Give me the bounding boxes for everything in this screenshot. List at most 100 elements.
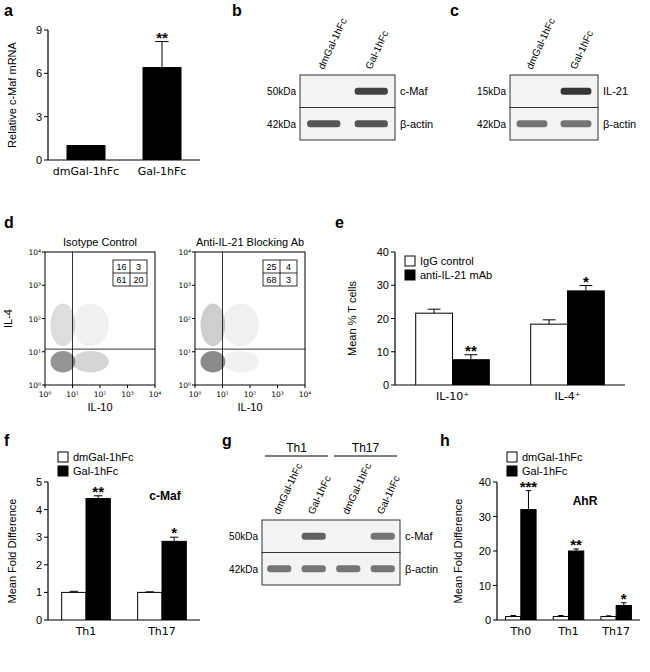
quadrant-value: 3 [286, 275, 291, 285]
bar [86, 499, 110, 620]
x-tick-label: 10⁰ [189, 390, 202, 399]
group-line [334, 456, 397, 457]
y-label: IL-4 [2, 309, 14, 328]
panel-label: f [4, 432, 10, 449]
bar [601, 617, 616, 620]
band [517, 120, 548, 127]
y-tick-label: 30 [479, 511, 491, 523]
y-tick-label: 10⁴ [178, 248, 191, 257]
y-tick-label: 10³ [28, 281, 41, 290]
y-tick [44, 116, 48, 117]
bar [67, 146, 105, 160]
panel-label: a [4, 2, 13, 19]
category-label: dmGal-1hFc [53, 165, 119, 178]
cell-cloud [51, 303, 76, 346]
x-label: IL-10 [87, 401, 112, 413]
y-tick-label: 0 [485, 614, 491, 626]
y-tick [493, 620, 497, 621]
legend-swatch [58, 452, 68, 462]
legend-label: dmGal-1hFc [522, 451, 583, 463]
x-tick [100, 385, 101, 388]
cell-cloud [73, 351, 109, 373]
band [307, 120, 340, 127]
panel-label: d [4, 214, 14, 231]
y-tick [391, 285, 395, 286]
protein-label: β-actin [400, 118, 433, 130]
cell-cloud [201, 351, 226, 373]
figure: a0369Relative c-Maf mRNAdmGal-1hFcGal-1h… [0, 0, 650, 672]
blot-panel: 50kDac-Maf42kDaβ-actindmGal-1hFcGal-1hFc… [229, 441, 438, 585]
blot-panel: 50kDac-Maf42kDaβ-actindmGal-1hFcGal-1hFc [267, 16, 433, 140]
category-label: Th1 [75, 625, 97, 638]
bar [506, 617, 521, 620]
legend: IgG controlanti-IL-21 mAb [405, 255, 492, 281]
bar [521, 510, 536, 620]
error-cap [606, 615, 611, 616]
y-label: Relative c-Maf mRNA [6, 41, 18, 147]
protein-label: β-actin [603, 118, 636, 130]
error-cap [70, 591, 79, 592]
y-tick-label: 10¹ [28, 348, 41, 357]
plot-area [45, 252, 155, 385]
significance: * [171, 524, 177, 541]
x-tick [250, 385, 251, 388]
size-label: 42kDa [229, 564, 258, 575]
y-tick [42, 351, 45, 352]
x-tick-label: 10¹ [66, 390, 79, 399]
quadrant-value: 4 [286, 262, 291, 272]
blot-row [300, 108, 395, 141]
band [336, 533, 360, 540]
quadrant-value: 61 [116, 275, 126, 285]
y-tick [493, 551, 497, 552]
blot-row [300, 75, 395, 108]
x-tick-label: 10² [94, 390, 107, 399]
lane-label: dmGal-1hFc [524, 16, 557, 71]
band [561, 120, 592, 127]
legend-swatch [507, 452, 517, 462]
bar [531, 324, 568, 385]
y-tick-label: 4 [36, 504, 42, 516]
size-label: 42kDa [267, 119, 296, 130]
y-axis [47, 482, 48, 620]
error-cap [558, 615, 563, 616]
error-bar [606, 615, 611, 617]
size-label: 15kDa [477, 86, 506, 97]
y-tick-label: 2 [36, 559, 42, 571]
panel-label: h [440, 432, 450, 449]
y-tick-label: 10² [178, 315, 191, 324]
error-cap [79, 145, 92, 146]
cell-cloud [223, 351, 259, 373]
y-tick [44, 592, 48, 593]
bar [143, 68, 181, 160]
y-tick-label: 3 [36, 111, 42, 123]
lane-label: dmGal-1hFc [340, 461, 373, 516]
protein-label: c-Maf [405, 530, 433, 542]
y-tick [42, 285, 45, 286]
band [267, 565, 291, 572]
error-cap [511, 615, 516, 616]
bar [162, 541, 186, 620]
panel-label: c [450, 2, 459, 19]
x-tick [222, 385, 223, 388]
bar-panel: 012345Mean Fold DifferenceTh1Th17***c-Ma… [6, 451, 200, 638]
group-label: Th1 [286, 441, 307, 455]
panel-label: b [232, 2, 242, 19]
category-label: IL-4⁺ [555, 390, 581, 403]
y-gate [45, 349, 155, 350]
legend-swatch [405, 270, 415, 280]
legend-label: dmGal-1hFc [73, 451, 134, 463]
protein-label: c-Maf [400, 85, 428, 97]
quadrant-value: 16 [116, 262, 126, 272]
y-tick [44, 482, 48, 483]
bar [569, 551, 584, 620]
band [371, 565, 395, 572]
category-label: Th1 [557, 625, 579, 638]
category-label: Th0 [509, 625, 531, 638]
y-tick-label: 9 [36, 24, 42, 36]
y-tick-label: 0 [36, 154, 42, 166]
y-label: Mean Fold Difference [6, 499, 18, 604]
y-tick [44, 73, 48, 74]
band [336, 565, 360, 572]
panel-label: g [222, 432, 232, 449]
significance: ** [92, 483, 104, 500]
